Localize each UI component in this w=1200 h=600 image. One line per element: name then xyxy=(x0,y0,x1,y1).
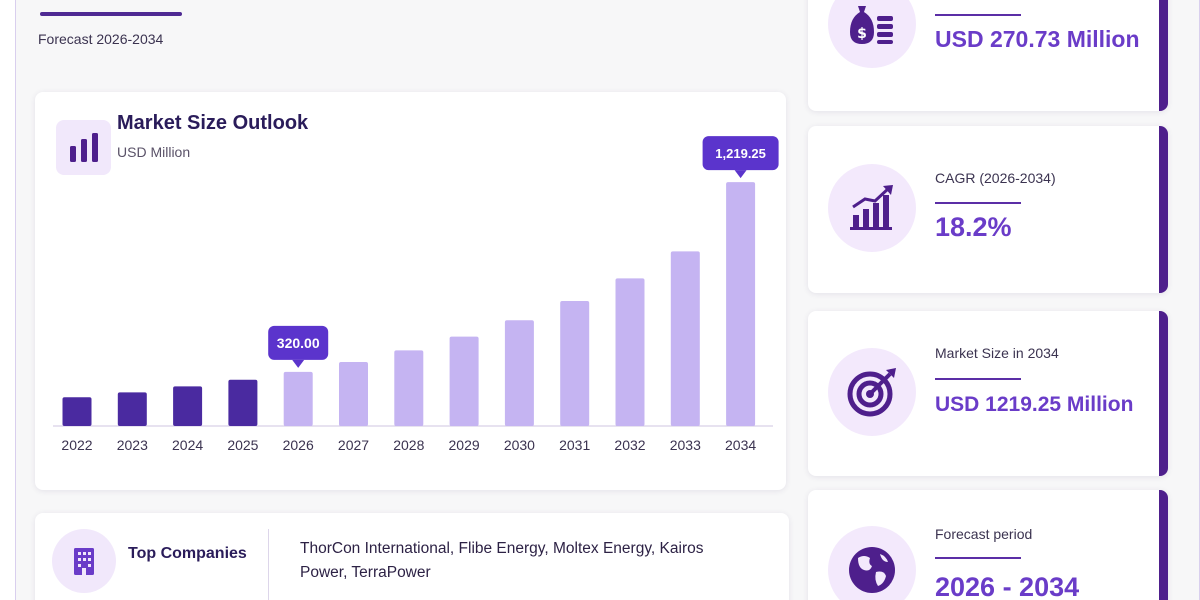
x-tick-label: 2026 xyxy=(283,437,314,453)
x-tick-label: 2029 xyxy=(449,437,480,453)
x-tick-label: 2025 xyxy=(227,437,258,453)
bar-2025 xyxy=(228,379,258,426)
callout-2034: 1,219.25 xyxy=(702,136,779,179)
header-rule xyxy=(40,12,182,16)
stat-label: CAGR (2026-2034) xyxy=(935,170,1056,186)
bar-2029 xyxy=(449,336,479,426)
x-tick-label: 2027 xyxy=(338,437,369,453)
chart-subtitle: USD Million xyxy=(117,144,191,160)
callout-pointer xyxy=(292,359,305,368)
divider xyxy=(268,529,269,600)
stat-value: 2026 - 2034 xyxy=(935,572,1080,600)
bar-2033 xyxy=(670,251,700,426)
stat-rule xyxy=(935,202,1021,204)
stat-card-market-size-2026: $ USD 270.73 Million xyxy=(808,0,1168,111)
top-companies-card: Top Companies ThorCon International, Fli… xyxy=(35,513,789,600)
x-tick-label: 2033 xyxy=(670,437,701,453)
callout-box xyxy=(702,136,779,171)
chart-title: Market Size Outlook xyxy=(117,112,309,134)
market-size-bar-chart: 2022 2023 2024 2025 2026 2027 2028 2029 2030 2031… xyxy=(53,136,779,453)
stat-card-forecast-period: Forecast period 2026 - 2034 xyxy=(808,490,1168,600)
x-tick-label: 2024 xyxy=(172,437,203,453)
globe-icon xyxy=(828,526,916,600)
x-tick-label: 2034 xyxy=(725,437,756,453)
stat-rule xyxy=(935,557,1021,559)
bar-2023 xyxy=(117,392,147,426)
bar-chart-icon xyxy=(56,120,111,175)
top-companies-title: Top Companies xyxy=(128,545,247,562)
callout-pointer xyxy=(734,170,747,179)
bar-2022 xyxy=(62,397,92,426)
bar-2027 xyxy=(339,362,368,426)
bar-2024 xyxy=(173,386,203,426)
stat-card-cagr: CAGR (2026-2034) 18.2% xyxy=(808,126,1168,293)
callout-box xyxy=(268,325,329,360)
data-label: 1,219.25 xyxy=(715,146,766,161)
forecast-label: Forecast 2026-2034 xyxy=(38,31,164,47)
stat-rule xyxy=(935,378,1021,380)
stat-card-market-size-2034: Market Size in 2034 USD 1219.25 Million xyxy=(808,311,1168,476)
bar-2032 xyxy=(615,278,645,426)
target-icon xyxy=(828,348,916,436)
growth-chart-icon xyxy=(828,164,916,252)
x-tick-label: 2028 xyxy=(393,437,424,453)
x-tick-label: 2023 xyxy=(117,437,148,453)
money-bag-icon: $ xyxy=(828,0,916,68)
stat-rule xyxy=(935,14,1021,16)
bar-2031 xyxy=(560,301,590,426)
bar-2034 xyxy=(726,182,756,426)
bar-2028 xyxy=(394,350,424,426)
stat-value: USD 270.73 Million xyxy=(935,26,1140,52)
x-tick-label: 2030 xyxy=(504,437,535,453)
market-size-chart-card: Market Size Outlook USD Million 2022 2023… xyxy=(35,92,786,490)
callout-2026: 320.00 xyxy=(268,325,329,368)
svg-text:$: $ xyxy=(857,26,867,42)
x-tick-label: 2031 xyxy=(559,437,590,453)
data-label: 320.00 xyxy=(277,335,320,351)
stat-value: USD 1219.25 Million xyxy=(935,393,1134,416)
stat-label: Market Size in 2034 xyxy=(935,345,1059,361)
bar-2030 xyxy=(504,320,534,426)
x-tick-label: 2022 xyxy=(61,437,92,453)
x-tick-label: 2032 xyxy=(614,437,645,453)
stat-label: Forecast period xyxy=(935,526,1033,542)
stat-value: 18.2% xyxy=(935,212,1012,242)
top-companies-list: ThorCon International, Flibe Energy, Mol… xyxy=(300,540,704,581)
building-icon xyxy=(52,529,116,593)
bar-2026 xyxy=(283,371,313,426)
